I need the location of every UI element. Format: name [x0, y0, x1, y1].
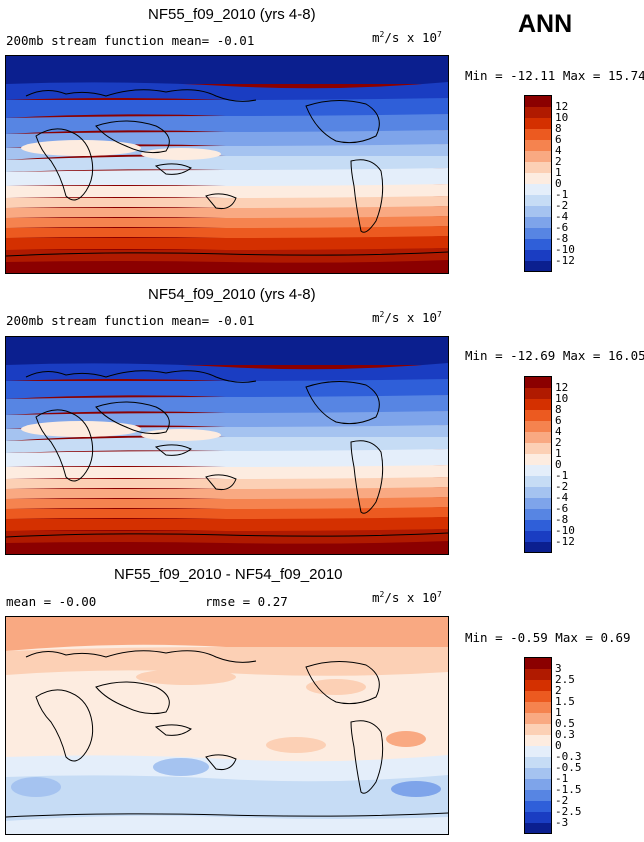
panel2-tick-label: -6 [555, 502, 569, 515]
panel2-map-svg [6, 337, 448, 554]
panel1-map [5, 55, 449, 274]
panel3-tick-label: 1.5 [555, 695, 575, 708]
panel1-tick-label: -1 [555, 188, 569, 201]
panel1-title: NF55_f09_2010 (yrs 4-8) [148, 6, 316, 23]
panel1-units: m2/s x 107 [372, 30, 442, 46]
season-label: ANN [518, 10, 573, 38]
panel2-colorbar [524, 376, 552, 553]
panel3-colorbar [524, 657, 552, 834]
panel3-tick-label: 2.5 [555, 673, 575, 686]
panel2-left-text: 200mb stream function mean= -0.01 [6, 313, 255, 328]
panel1-minmax: Min = -12.11 Max = 15.74 [465, 68, 644, 83]
panel1-colorbar [524, 95, 552, 272]
panel3-tick-label: 0.5 [555, 717, 575, 730]
panel2-title: NF54_f09_2010 (yrs 4-8) [148, 286, 316, 303]
panel3-tick-label: 2 [555, 684, 562, 697]
panel3-mean-text: mean = -0.00 [6, 594, 97, 609]
panel2-tick-label: -12 [555, 535, 575, 548]
panel1-tick-label: -10 [555, 243, 575, 256]
panel3-units: m2/s x 107 [372, 590, 442, 606]
panel1-tick-label: -2 [555, 199, 569, 212]
panel3-tick-label: -3 [555, 816, 569, 829]
panel2-minmax: Min = -12.69 Max = 16.05 [465, 348, 644, 363]
panel1-tick-label: 8 [555, 122, 562, 135]
panel3-tick-label: -2 [555, 794, 569, 807]
panel1-tick-label: 2 [555, 155, 562, 168]
panel3-tick-label: -2.5 [555, 805, 582, 818]
panel2-map [5, 336, 449, 555]
panel2-tick-label: -1 [555, 469, 569, 482]
panel2-tick-label: 6 [555, 414, 562, 427]
panel2-tick-label: 4 [555, 425, 562, 438]
panel1-tick-label: -6 [555, 221, 569, 234]
panel3-tick-label: -1 [555, 772, 569, 785]
panel2-tick-label: -8 [555, 513, 569, 526]
panel1-tick-label: 10 [555, 111, 569, 124]
panel2-tick-label: -10 [555, 524, 575, 537]
panel3-tick-label: 0.3 [555, 728, 575, 741]
panel1-tick-label: -4 [555, 210, 569, 223]
panel1-left-text: 200mb stream function mean= -0.01 [6, 33, 255, 48]
panel3-tick-label: 1 [555, 706, 562, 719]
panel2-tick-label: -4 [555, 491, 569, 504]
panel2-tick-label: 12 [555, 381, 569, 394]
panel3-tick-label: -0.5 [555, 761, 582, 774]
panel1-tick-label: 4 [555, 144, 562, 157]
panel1-tick-label: 12 [555, 100, 569, 113]
panel2-tick-label: -2 [555, 480, 569, 493]
panel1-tick-label: 1 [555, 166, 562, 179]
panel1-map-svg [6, 56, 448, 273]
panel2-tick-label: 10 [555, 392, 569, 405]
panel1-tick-label: -8 [555, 232, 569, 245]
panel1-tick-label: -12 [555, 254, 575, 267]
panel2-tick-label: 2 [555, 436, 562, 449]
panel3-tick-label: -1.5 [555, 783, 582, 796]
panel2-tick-label: 0 [555, 458, 562, 471]
panel1-tick-label: 6 [555, 133, 562, 146]
panel3-rmse-text: rmse = 0.27 [205, 594, 288, 609]
panel2-tick-label: 1 [555, 447, 562, 460]
panel3-minmax: Min = -0.59 Max = 0.69 [465, 630, 631, 645]
panel3-tick-label: 3 [555, 662, 562, 675]
panel3-tick-label: 0 [555, 739, 562, 752]
panel3-map-svg [6, 617, 448, 834]
panel3-tick-label: -0.3 [555, 750, 582, 763]
panel2-tick-label: 8 [555, 403, 562, 416]
panel3-title: NF55_f09_2010 - NF54_f09_2010 [114, 566, 343, 583]
panel1-tick-label: 0 [555, 177, 562, 190]
panel2-units: m2/s x 107 [372, 310, 442, 326]
panel3-map [5, 616, 449, 835]
